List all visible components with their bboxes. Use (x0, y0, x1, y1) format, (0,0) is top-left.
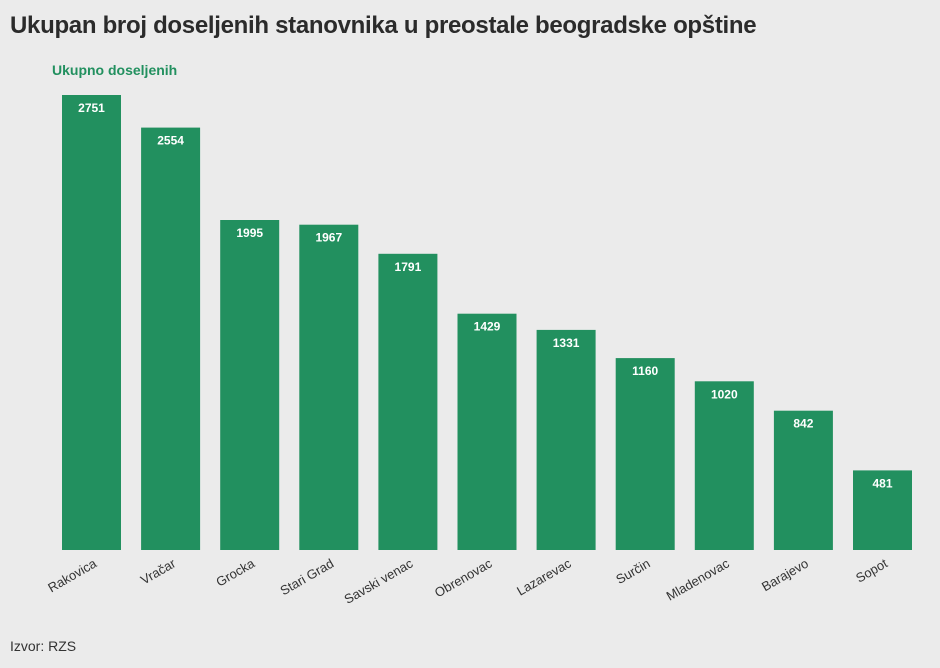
bar-6 (536, 329, 596, 550)
x-tick-label: Stari Grad (277, 556, 336, 599)
bar-value-label: 2751 (78, 101, 105, 115)
bar-value-label: 1967 (315, 231, 342, 245)
source-note: Izvor: RZS (10, 638, 77, 654)
bar-7 (615, 358, 675, 550)
bar-value-label: 1791 (395, 260, 422, 274)
bar-3 (299, 224, 359, 550)
bar-8 (694, 381, 754, 550)
legend-series-name: Ukupno doseljenih (52, 62, 178, 78)
x-tick-label: Lazarevac (514, 555, 574, 598)
bar-value-label: 1331 (553, 336, 580, 350)
bar-0 (62, 95, 121, 550)
bar-2 (220, 220, 280, 550)
bar-10 (853, 470, 912, 550)
bar-4 (378, 253, 438, 551)
bar-value-label: 481 (872, 476, 892, 490)
bar-value-label: 1995 (236, 226, 263, 240)
x-tick-label: Savski venac (342, 555, 416, 607)
bar-5 (457, 313, 517, 550)
bar-9 (773, 410, 833, 550)
bar-value-label: 2554 (157, 134, 184, 148)
x-tick-label: Sopot (853, 555, 890, 585)
chart-title: Ukupan broj doseljenih stanovnika u preo… (10, 12, 757, 39)
x-tick-label: Barajevo (759, 556, 811, 595)
x-tick-label: Surčin (613, 556, 652, 587)
bar-value-label: 1020 (711, 387, 738, 401)
bar-value-label: 1160 (632, 364, 658, 378)
bar-1 (141, 127, 201, 550)
bar-value-label: 842 (793, 417, 813, 431)
bar-value-label: 1429 (474, 320, 501, 334)
x-tick-label: Grocka (213, 555, 257, 589)
x-tick-label: Mladenovac (664, 555, 733, 603)
x-tick-label: Vračar (138, 555, 179, 587)
x-tick-label: Rakovica (45, 555, 99, 595)
x-tick-label: Obrenovac (432, 555, 495, 600)
